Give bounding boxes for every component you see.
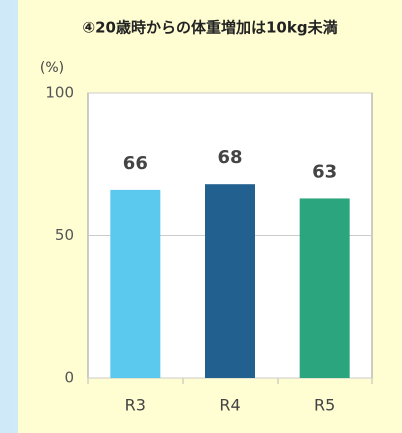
value-label: 68 (217, 147, 242, 168)
value-label: 63 (312, 161, 337, 182)
y-tick-label: 0 (64, 369, 74, 387)
y-axis-label: (%) (40, 60, 64, 76)
y-tick-label: 50 (55, 226, 74, 244)
chart-title: ④20歳時からの体重増加は10kg未満 (82, 19, 337, 37)
x-tick-label: R5 (314, 396, 335, 415)
y-tick-label: 100 (45, 84, 74, 102)
bar (110, 189, 161, 378)
x-tick-label: R3 (125, 396, 146, 415)
value-label: 66 (123, 153, 148, 174)
x-axis-ticks (87, 378, 373, 384)
x-tick-label: R4 (219, 396, 240, 415)
bar (205, 184, 255, 378)
bar (299, 198, 350, 378)
